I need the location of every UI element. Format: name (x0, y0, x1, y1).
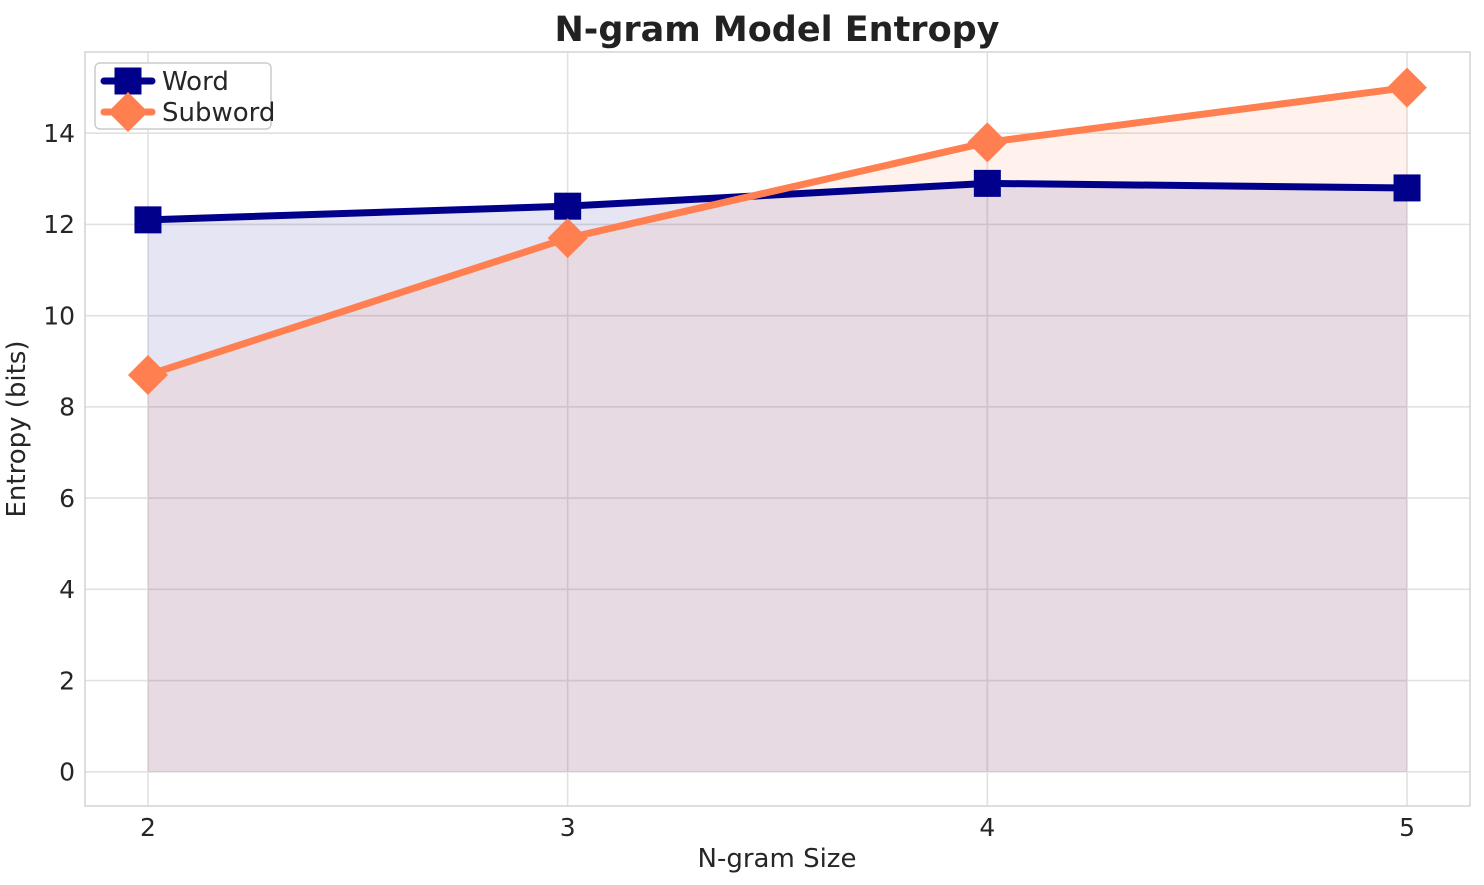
marker-subword-x2 (127, 354, 168, 395)
chart-title: N-gram Model Entropy (555, 10, 1000, 50)
area-fill-subword (147, 87, 1408, 772)
y-tick-label: 8 (59, 393, 75, 422)
series-line-subword (144, 84, 1411, 379)
marker-word-x2 (134, 206, 162, 234)
y-tick-label: 2 (59, 666, 75, 695)
legend-marker-square (114, 67, 142, 95)
x-axis-label: N-gram Size (698, 844, 857, 874)
marker-word-x4 (973, 169, 1001, 197)
y-tick-label: 12 (43, 210, 75, 239)
legend-marker-diamond (108, 92, 148, 132)
y-tick-label: 10 (43, 301, 75, 330)
x-tick-label: 5 (1399, 813, 1415, 842)
x-tick-label: 4 (979, 813, 995, 842)
legend-label-subword: Subword (162, 98, 275, 128)
y-axis-label: Entropy (bits) (2, 340, 32, 517)
marker-subword-x4 (967, 122, 1008, 163)
y-tick-label: 14 (43, 119, 75, 148)
marker-word-x5 (1393, 174, 1421, 202)
x-tick-label: 3 (560, 813, 576, 842)
y-tick-label: 4 (59, 575, 75, 604)
plot-border (84, 51, 1471, 807)
marker-word-x3 (554, 192, 582, 220)
y-tick-label: 6 (59, 484, 75, 513)
marker-subword-x3 (547, 218, 588, 259)
series-line-word (144, 179, 1411, 224)
legend-label-word: Word (162, 67, 229, 97)
y-tick-label: 0 (59, 758, 75, 787)
area-fill-word (147, 183, 1408, 772)
marker-subword-x5 (1387, 67, 1428, 108)
x-tick-label: 2 (140, 813, 156, 842)
